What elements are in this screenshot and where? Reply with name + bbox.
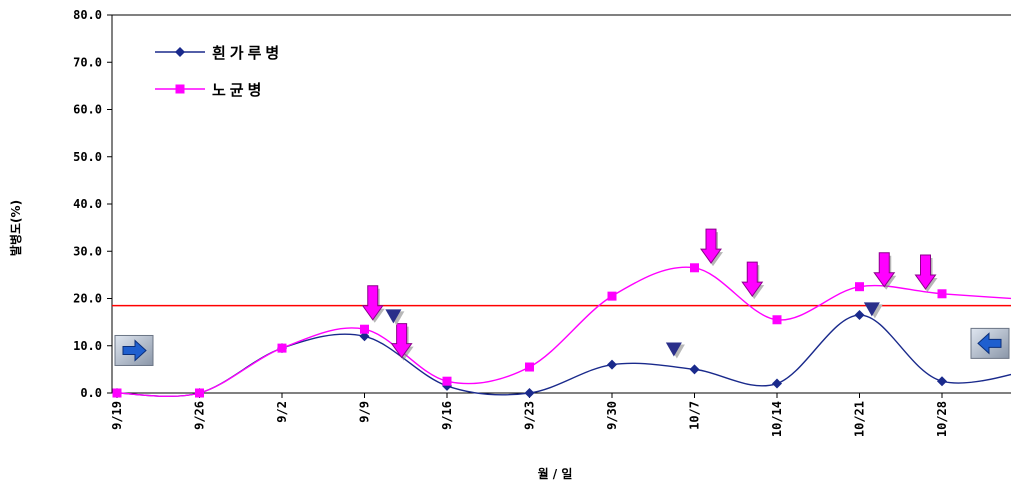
x-tick-label: 9/23 xyxy=(523,401,537,430)
x-tick-label: 9/16 xyxy=(440,401,454,430)
y-axis-label: 발병도(%) xyxy=(8,200,23,256)
x-tick-label: 9/2 xyxy=(275,401,289,423)
data-point xyxy=(525,388,535,398)
series-layer xyxy=(112,263,1011,398)
data-point xyxy=(113,389,122,398)
left-arrow-box-icon xyxy=(971,328,1009,358)
data-point xyxy=(608,292,617,301)
axes xyxy=(112,15,1011,393)
x-tick-label: 9/26 xyxy=(193,401,207,430)
legend-item: 노균병 xyxy=(155,81,265,99)
data-point xyxy=(772,379,782,389)
x-tick-label: 9/30 xyxy=(605,401,619,430)
data-point xyxy=(938,289,947,298)
y-tick-label: 40.0 xyxy=(73,197,102,211)
y-tick-label: 0.0 xyxy=(80,386,102,400)
legend-label: 흰가루병 xyxy=(212,44,283,62)
y-tick-label: 30.0 xyxy=(73,244,102,258)
data-point xyxy=(855,282,864,291)
y-tick-label: 20.0 xyxy=(73,292,102,306)
x-axis-label: 월 / 일 xyxy=(538,466,573,481)
series-line xyxy=(117,267,1011,396)
right-arrow-box-icon xyxy=(115,335,153,365)
data-point xyxy=(195,389,204,398)
data-point xyxy=(525,363,534,372)
y-tick-label: 70.0 xyxy=(73,55,102,69)
data-point xyxy=(937,376,947,386)
y-axis-ticks: 0.0 10.0 20.0 30.0 40.0 50.0 60.0 70.0 80.0 xyxy=(73,8,112,400)
data-point xyxy=(773,315,782,324)
x-tick-label: 10/14 xyxy=(770,401,784,437)
series-line xyxy=(117,315,1011,396)
x-tick-label: 10/21 xyxy=(853,401,867,437)
y-tick-label: 60.0 xyxy=(73,103,102,117)
data-point xyxy=(855,310,865,320)
data-point xyxy=(690,364,700,374)
legend-item: 흰가루병 xyxy=(155,44,283,62)
data-point xyxy=(607,360,617,370)
y-tick-label: 10.0 xyxy=(73,339,102,353)
x-tick-label: 10/7 xyxy=(688,401,702,430)
x-tick-label: 9/19 xyxy=(110,401,124,430)
x-axis-ticks: 9/19 9/26 9/2 9/9 9/16 9/23 9/30 10/7 10/14 10/21… xyxy=(110,393,949,437)
legend-marker xyxy=(176,85,185,94)
legend-marker xyxy=(175,47,185,57)
legend-label: 노균병 xyxy=(212,81,265,99)
data-point xyxy=(360,325,369,334)
series-1 xyxy=(112,310,1011,398)
data-point xyxy=(443,377,452,386)
data-point xyxy=(690,263,699,272)
y-tick-label: 50.0 xyxy=(73,150,102,164)
x-tick-label: 9/9 xyxy=(358,401,372,423)
series-2 xyxy=(113,263,1011,397)
y-tick-label: 80.0 xyxy=(73,8,102,22)
annotation-layer xyxy=(115,229,1009,365)
data-point xyxy=(278,344,287,353)
x-tick-label: 10/28 xyxy=(935,401,949,437)
